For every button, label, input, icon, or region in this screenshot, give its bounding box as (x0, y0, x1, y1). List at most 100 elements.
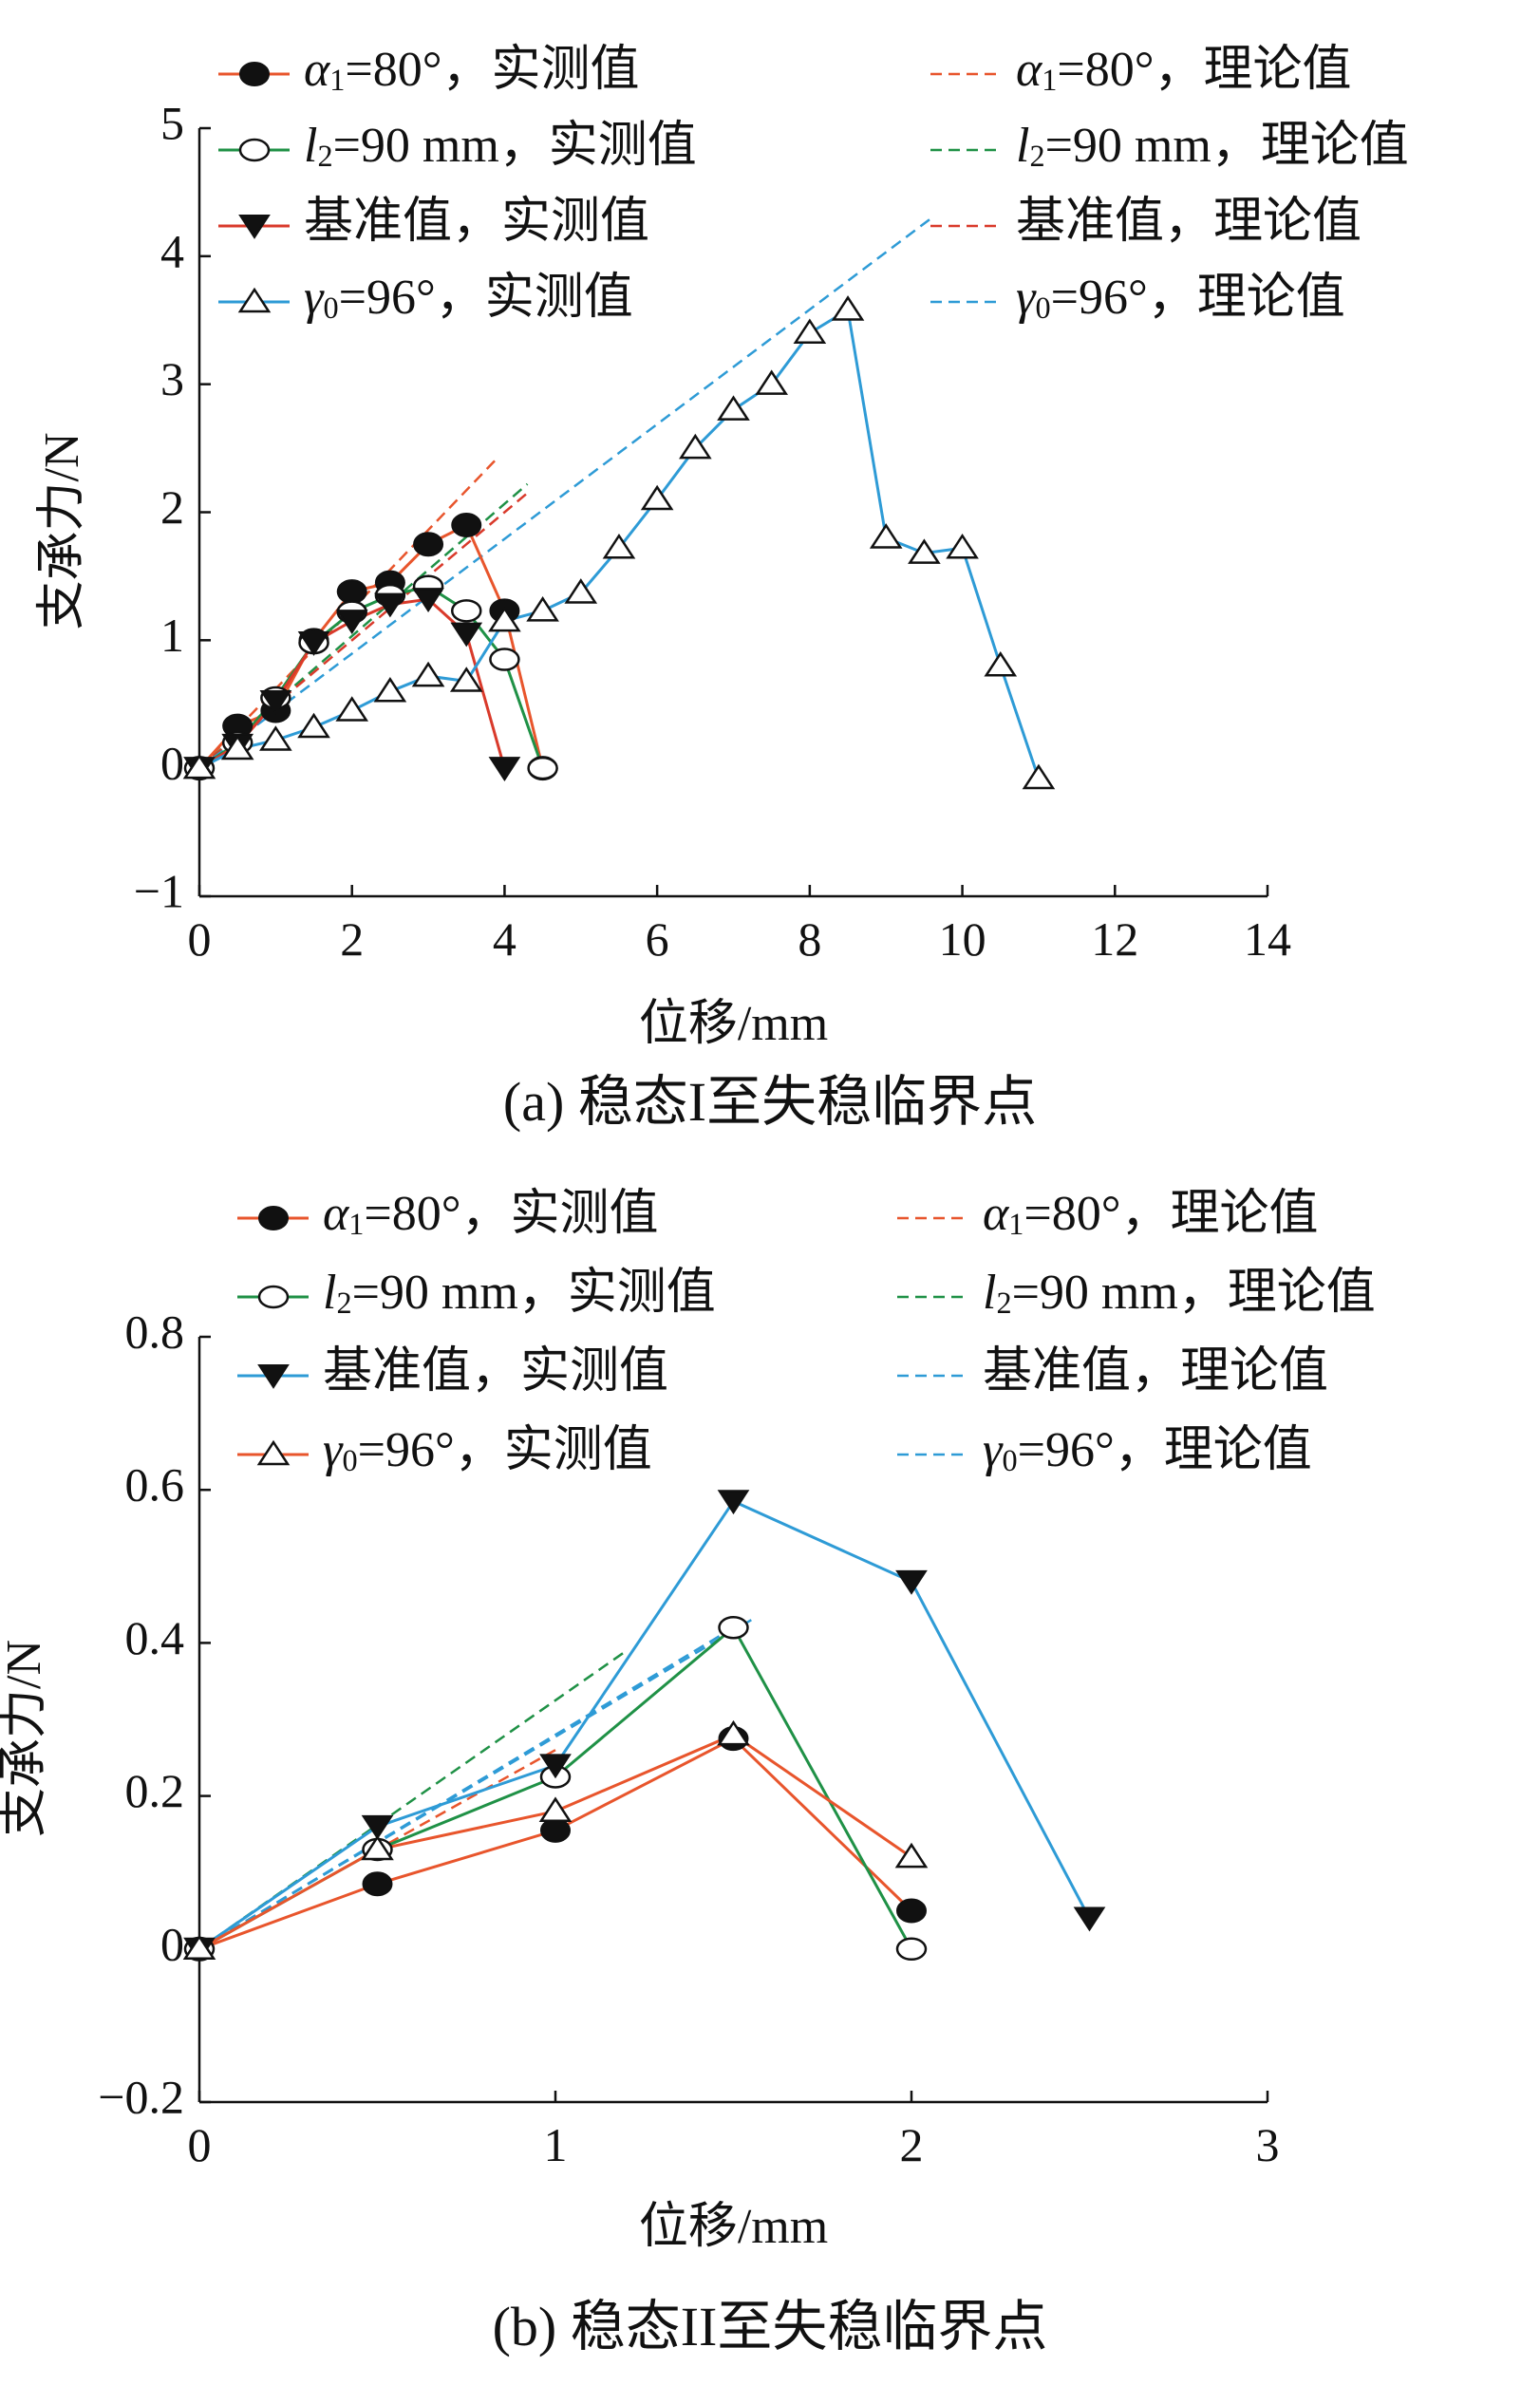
x-tick-label: 4 (493, 912, 516, 966)
legend-label-theory: α1=80°，理论值 (1016, 43, 1352, 97)
y-tick-label: 0 (160, 737, 184, 790)
x-tick-label: 2 (340, 912, 364, 966)
legend-marker (256, 1439, 291, 1466)
data-point-series-2 (1073, 1906, 1106, 1932)
y-tick-label: 0 (160, 1917, 184, 1970)
legend-marker (239, 62, 270, 86)
data-point-series-2 (335, 610, 368, 634)
x-tick-label: 0 (188, 2118, 212, 2171)
x-tick-label: 0 (188, 912, 212, 966)
x-tick-label: 6 (646, 912, 669, 966)
data-point-series-3 (894, 1842, 929, 1869)
data-point-series-3 (679, 433, 712, 460)
y-axis-label: 支承力/N (35, 432, 89, 629)
data-point-series-3 (335, 696, 369, 722)
data-point-series-2 (259, 690, 292, 715)
x-tick-label: 2 (900, 2118, 924, 2171)
data-point-series-2 (717, 1490, 750, 1515)
legend-label-measured: l2=90 mm，实测值 (323, 1266, 716, 1320)
data-point-series-3 (831, 295, 865, 321)
theory-line-5 (198, 1649, 628, 1950)
x-axis-label: 位移/mm (639, 2200, 828, 2254)
data-point-series-2 (895, 1569, 928, 1595)
x-tick-label: 14 (1244, 912, 1291, 966)
data-point-series-3 (297, 712, 330, 739)
legend-label-measured: γ0=96°，实测值 (323, 1423, 652, 1477)
y-tick-label: 0.2 (125, 1764, 185, 1817)
legend-label-measured: γ0=96°，实测值 (304, 271, 633, 325)
y-tick-label: 0.4 (125, 1611, 185, 1664)
data-point-series-0 (362, 1871, 393, 1897)
x-tick-label: 1 (544, 2118, 568, 2171)
data-point-series-0 (413, 532, 444, 557)
x-tick-label: 12 (1091, 912, 1138, 966)
legend-label-theory: γ0=96°，理论值 (1016, 271, 1345, 325)
data-point-series-2 (297, 631, 330, 656)
legend-label-theory: 基准值，理论值 (983, 1344, 1328, 1399)
measured-line-2 (198, 1499, 1091, 1951)
legend-label-theory: γ0=96°，理论值 (983, 1423, 1312, 1477)
legend-marker (238, 138, 271, 162)
y-tick-label: 5 (160, 96, 184, 149)
y-axis-label: 支承力/N (0, 1640, 51, 1837)
y-tick-label: 3 (160, 352, 184, 405)
data-point-series-1 (527, 756, 558, 780)
data-point-series-1 (895, 1937, 928, 1962)
data-point-series-2 (412, 588, 444, 613)
legend-label-theory: l2=90 mm，理论值 (983, 1266, 1376, 1320)
data-point-series-3 (869, 523, 903, 549)
x-tick-label: 3 (1256, 2118, 1280, 2171)
legend-label-theory: l2=90 mm，理论值 (1016, 119, 1409, 173)
data-point-series-3 (526, 596, 559, 622)
legend-label-measured: 基准值，实测值 (304, 195, 649, 249)
legend-label-measured: 基准值，实测值 (323, 1344, 668, 1399)
data-point-series-2 (361, 1814, 394, 1840)
data-point-series-3 (717, 1719, 750, 1746)
data-point-series-1 (489, 648, 520, 671)
y-tick-label: 0.8 (125, 1305, 185, 1358)
data-point-series-2 (374, 592, 406, 618)
data-point-series-3 (984, 651, 1018, 677)
x-tick-label: 10 (939, 912, 986, 966)
legend-marker (237, 287, 272, 313)
y-tick-label: 0.6 (125, 1458, 185, 1512)
y-tick-label: −1 (134, 864, 184, 917)
x-tick-label: 8 (798, 912, 821, 966)
data-point-series-0 (540, 1817, 571, 1843)
legend-marker (258, 1206, 289, 1230)
legend-marker (257, 1364, 290, 1389)
data-point-series-3 (755, 369, 788, 395)
data-point-series-3 (373, 676, 407, 703)
data-point-series-3 (449, 667, 483, 692)
legend-label-theory: α1=80°，理论值 (983, 1187, 1319, 1241)
data-point-series-2 (539, 1754, 572, 1779)
data-point-series-3 (793, 318, 827, 344)
panel-caption: (b) 稳态II至失稳临界点 (493, 2296, 1048, 2357)
data-point-series-3 (488, 606, 521, 632)
y-tick-label: 1 (160, 609, 184, 662)
data-point-series-1 (451, 599, 482, 623)
data-point-series-3 (717, 395, 750, 421)
legend-label-measured: α1=80°，实测值 (304, 43, 640, 97)
data-point-series-2 (450, 622, 483, 648)
y-tick-label: 4 (160, 224, 184, 277)
legend-marker (238, 215, 271, 239)
data-point-series-1 (718, 1616, 749, 1640)
theory-line-7 (198, 216, 933, 770)
legend-label-measured: l2=90 mm，实测值 (304, 119, 697, 173)
data-point-series-3 (640, 484, 674, 511)
data-point-series-3 (946, 533, 979, 559)
x-axis-label: 位移/mm (639, 997, 828, 1051)
data-point-series-3 (908, 538, 941, 564)
measured-line-1 (198, 585, 545, 770)
data-point-series-3 (602, 533, 636, 559)
theory-line-7 (198, 1626, 735, 1950)
data-point-series-3 (1022, 763, 1056, 790)
data-point-series-0 (336, 579, 367, 605)
data-point-series-3 (259, 725, 292, 751)
data-point-series-3 (411, 661, 445, 687)
data-point-series-3 (538, 1796, 573, 1822)
